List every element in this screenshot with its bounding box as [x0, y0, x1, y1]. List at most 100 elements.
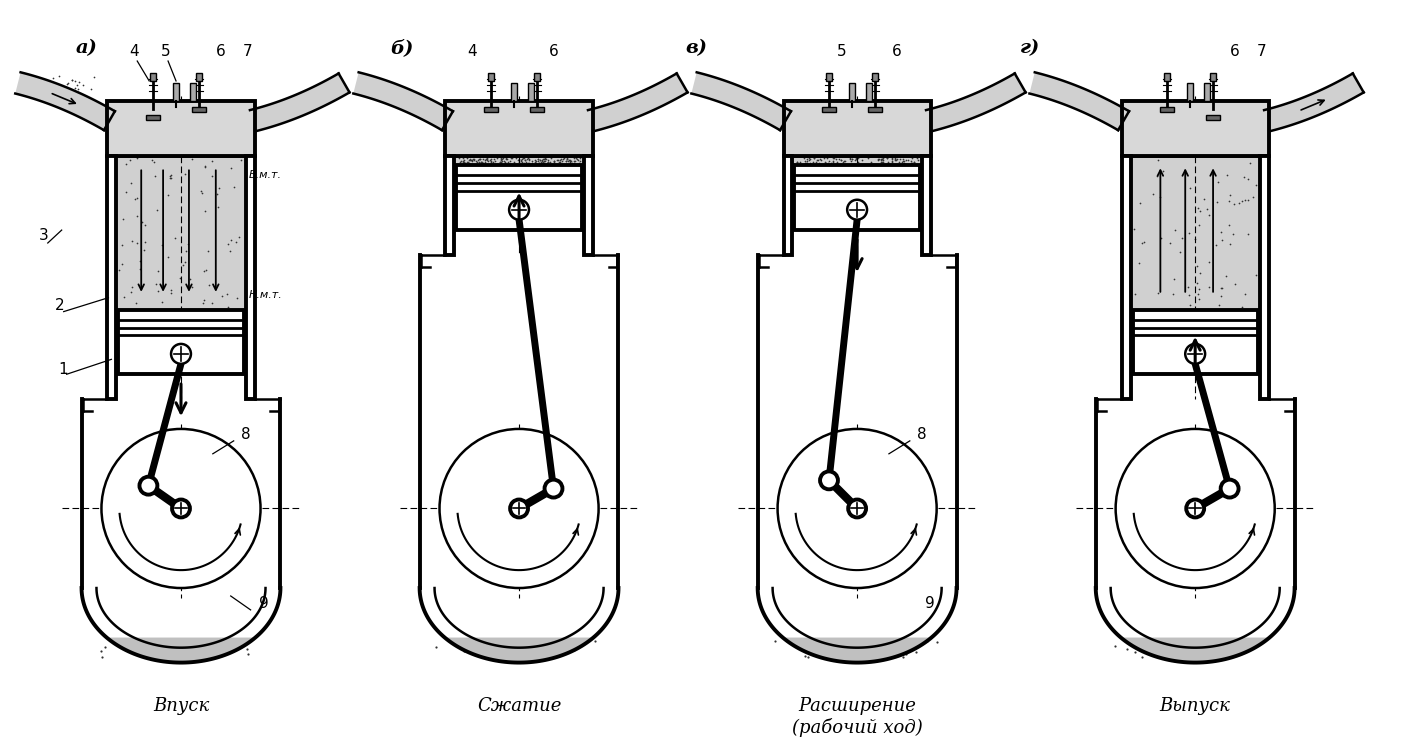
Point — [1142, 123, 1164, 135]
Point — [837, 111, 859, 123]
Point — [900, 157, 922, 169]
Point — [1225, 639, 1247, 651]
Circle shape — [510, 500, 529, 517]
Point — [898, 140, 921, 152]
Point — [83, 70, 105, 82]
Point — [551, 128, 574, 140]
Point — [891, 155, 914, 167]
Point — [910, 638, 932, 650]
Point — [1219, 238, 1241, 250]
Point — [1230, 100, 1253, 112]
Point — [30, 72, 52, 84]
Point — [534, 152, 557, 164]
Point — [530, 158, 553, 170]
Bar — [823, 106, 837, 112]
Point — [132, 649, 155, 661]
Point — [856, 152, 879, 164]
Point — [561, 158, 583, 170]
Point — [1209, 226, 1232, 238]
Point — [537, 156, 560, 168]
Point — [557, 154, 579, 166]
Point — [1206, 176, 1229, 188]
Point — [120, 286, 142, 298]
Point — [170, 136, 193, 148]
Bar — [1187, 83, 1194, 100]
Point — [128, 263, 150, 275]
Bar — [446, 100, 593, 155]
Point — [540, 133, 562, 145]
Point — [868, 153, 890, 165]
Point — [827, 153, 849, 165]
Point — [862, 639, 884, 651]
Point — [128, 113, 150, 125]
Point — [900, 136, 922, 148]
Point — [201, 170, 224, 182]
Point — [1142, 188, 1164, 200]
Point — [1234, 289, 1257, 301]
Point — [806, 154, 828, 166]
Point — [1154, 133, 1177, 145]
Point — [1189, 267, 1212, 279]
Point — [219, 146, 242, 158]
Point — [533, 153, 555, 165]
Point — [869, 153, 891, 165]
Point — [893, 650, 915, 662]
Point — [870, 153, 893, 165]
Point — [515, 154, 537, 166]
Point — [160, 115, 183, 127]
Point — [872, 156, 894, 168]
Point — [222, 181, 245, 193]
Point — [456, 156, 478, 168]
Point — [834, 112, 856, 124]
Bar — [794, 166, 920, 230]
Point — [1163, 287, 1185, 299]
Point — [815, 157, 838, 169]
Point — [844, 154, 866, 166]
Point — [177, 238, 200, 250]
Point — [217, 302, 239, 313]
Point — [845, 153, 868, 165]
Point — [463, 152, 485, 164]
Point — [866, 154, 889, 166]
Point — [880, 100, 903, 112]
Point — [1178, 226, 1201, 238]
Point — [134, 219, 156, 231]
Point — [1149, 190, 1171, 202]
Point — [841, 153, 863, 165]
Point — [558, 154, 581, 166]
Point — [143, 170, 166, 182]
Point — [529, 154, 551, 166]
Point — [1130, 236, 1153, 248]
Point — [472, 133, 495, 145]
Point — [208, 182, 231, 194]
Point — [569, 152, 592, 164]
Point — [131, 146, 153, 158]
Point — [1232, 119, 1254, 131]
Point — [146, 284, 169, 296]
Bar — [783, 155, 793, 255]
Point — [531, 156, 554, 168]
Point — [114, 100, 136, 112]
Point — [1218, 219, 1240, 231]
Point — [190, 185, 212, 197]
Point — [520, 157, 543, 169]
Point — [839, 153, 862, 165]
Point — [1205, 196, 1227, 208]
Point — [1215, 271, 1237, 283]
Text: 9: 9 — [259, 596, 269, 611]
Point — [558, 154, 581, 166]
Point — [789, 156, 811, 168]
Point — [1163, 274, 1185, 286]
Point — [859, 156, 882, 168]
Point — [1239, 128, 1261, 140]
Point — [205, 188, 228, 200]
Point — [495, 152, 517, 164]
Point — [914, 116, 936, 128]
Point — [236, 644, 259, 656]
Bar — [793, 155, 922, 166]
Text: Выпуск: Выпуск — [1160, 698, 1230, 715]
Point — [1219, 189, 1241, 201]
Point — [488, 111, 510, 123]
Point — [821, 155, 844, 167]
Point — [838, 642, 860, 654]
